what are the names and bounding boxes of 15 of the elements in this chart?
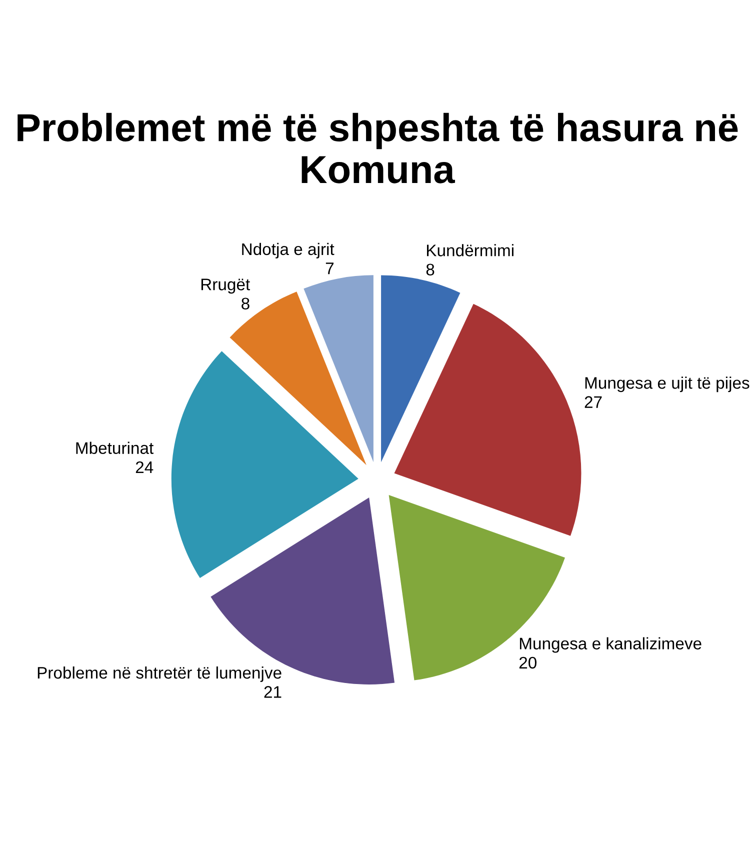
data-label: 20 bbox=[519, 656, 536, 669]
slice-label: Rrugët bbox=[201, 278, 250, 294]
data-label: 27 bbox=[584, 396, 602, 408]
data-label: 24 bbox=[136, 461, 154, 473]
slice-label: Probleme në shtretër të lumenjve bbox=[38, 666, 282, 682]
slice-label: Kundërmimi bbox=[427, 244, 514, 256]
data-label: 8 bbox=[242, 298, 250, 310]
slice-label: Mbeturinat bbox=[76, 442, 154, 454]
data-label: 21 bbox=[264, 686, 282, 698]
chart-title: Problemet më të shpeshta të hasura në Komuna bbox=[18, 112, 738, 184]
data-label: 8 bbox=[426, 264, 434, 276]
data-label: 7 bbox=[326, 262, 334, 274]
slice-label: Ndotja e ajrit bbox=[242, 242, 334, 258]
slice-label: Mungesa e ujit të pijes bbox=[585, 376, 750, 392]
slice-label: Mungesa e kanalizimeve bbox=[520, 637, 702, 653]
